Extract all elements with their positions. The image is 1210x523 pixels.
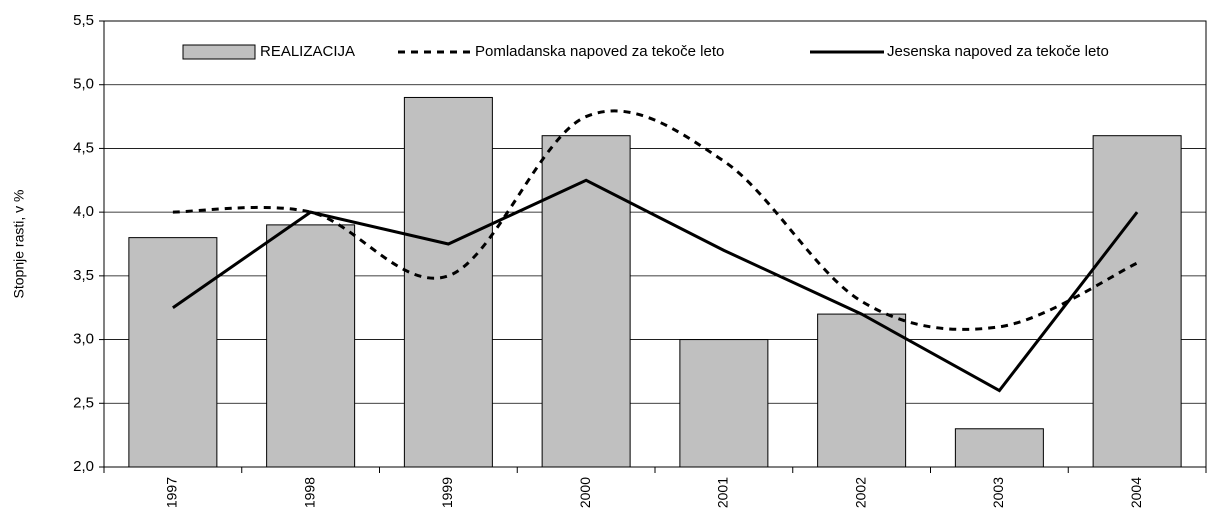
- x-tick-label: 1997: [164, 477, 180, 508]
- x-tick-label: 2001: [715, 477, 731, 508]
- y-axis-label: Stopnje rasti, v %: [11, 190, 27, 299]
- y-tick-label: 5,0: [73, 76, 94, 93]
- x-tick-label: 2000: [577, 477, 593, 508]
- y-tick-label: 3,0: [73, 331, 94, 348]
- legend-label: REALIZACIJA: [260, 43, 355, 60]
- x-tick-label: 1998: [301, 477, 317, 508]
- x-tick-label: 1999: [439, 477, 455, 508]
- bar: [128, 237, 218, 468]
- bar: [954, 428, 1044, 468]
- y-tick-label: 2,5: [73, 394, 94, 411]
- bar: [679, 339, 769, 468]
- legend-label: Pomladanska napoved za tekoče leto: [475, 43, 724, 60]
- plot-border: [103, 20, 1207, 468]
- legend-swatch: [182, 44, 256, 60]
- x-tick-label: 2003: [990, 477, 1006, 508]
- bar: [403, 96, 493, 468]
- bar: [266, 224, 356, 468]
- y-tick-label: 5,5: [73, 12, 94, 29]
- x-tick-label: 2004: [1128, 477, 1144, 508]
- x-tick-label: 2002: [852, 477, 868, 508]
- y-tick-label: 2,0: [73, 458, 94, 475]
- legend-label: Jesenska napoved za tekoče leto: [887, 43, 1109, 60]
- bar: [541, 135, 631, 468]
- y-tick-label: 3,5: [73, 267, 94, 284]
- y-tick-label: 4,5: [73, 139, 94, 156]
- y-tick-label: 4,0: [73, 203, 94, 220]
- bar: [1092, 135, 1182, 468]
- bar: [817, 313, 907, 468]
- line-series: [172, 178, 1139, 393]
- line-series: [172, 109, 1138, 331]
